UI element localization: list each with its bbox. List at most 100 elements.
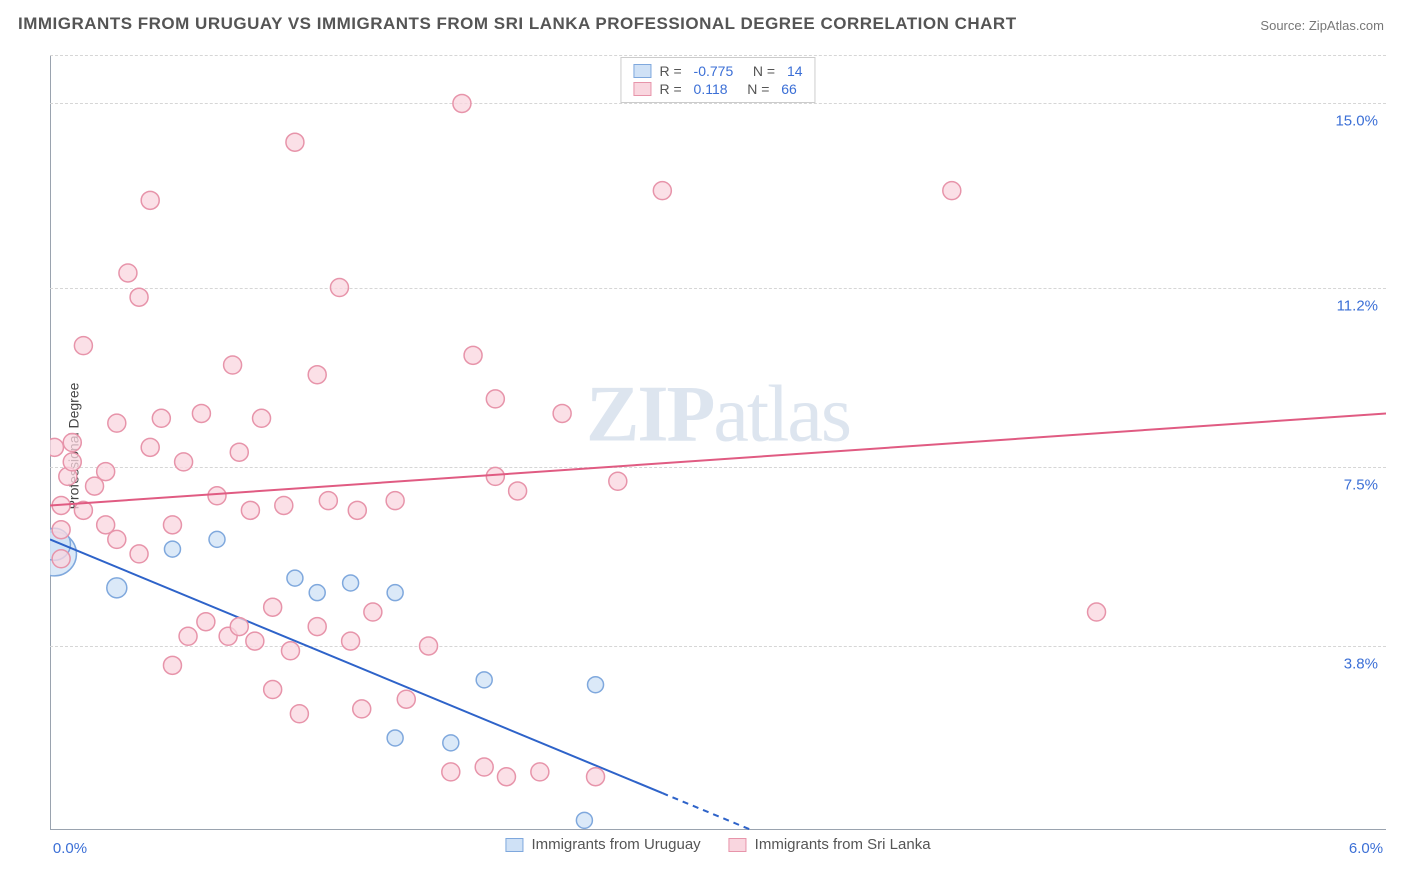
scatter-point-srilanka (108, 530, 126, 548)
scatter-point-srilanka (141, 191, 159, 209)
scatter-point-srilanka (163, 516, 181, 534)
trend-line-dashed-uruguay (662, 793, 751, 830)
legend-series-item: Immigrants from Sri Lanka (729, 836, 931, 853)
scatter-point-srilanka (52, 550, 70, 568)
scatter-point-srilanka (175, 453, 193, 471)
scatter-point-srilanka (253, 409, 271, 427)
scatter-point-uruguay (576, 812, 592, 828)
source-label: Source: (1260, 18, 1305, 33)
legend-r-label: R = (659, 63, 685, 79)
legend-n-label: N = (741, 63, 779, 79)
scatter-point-srilanka (179, 627, 197, 645)
scatter-point-uruguay (209, 531, 225, 547)
scatter-point-srilanka (319, 492, 337, 510)
trend-line-srilanka (50, 413, 1386, 505)
chart-title: IMMIGRANTS FROM URUGUAY VS IMMIGRANTS FR… (18, 14, 1017, 34)
source-value: ZipAtlas.com (1309, 18, 1384, 33)
scatter-point-srilanka (130, 545, 148, 563)
legend-r-value: -0.775 (694, 63, 734, 79)
scatter-point-srilanka (943, 182, 961, 200)
scatter-point-srilanka (1088, 603, 1106, 621)
legend-swatch (633, 64, 651, 78)
scatter-point-srilanka (74, 337, 92, 355)
legend-series-label: Immigrants from Sri Lanka (755, 836, 931, 853)
scatter-point-srilanka (119, 264, 137, 282)
scatter-point-srilanka (50, 438, 63, 456)
scatter-point-srilanka (653, 182, 671, 200)
legend-correlation-box: R = -0.775 N = 14R = 0.118 N = 66 (620, 57, 815, 103)
scatter-point-srilanka (230, 618, 248, 636)
legend-series-label: Immigrants from Uruguay (531, 836, 700, 853)
scatter-point-srilanka (497, 768, 515, 786)
scatter-point-srilanka (264, 598, 282, 616)
legend-series: Immigrants from Uruguay Immigrants from S… (497, 834, 938, 855)
scatter-point-srilanka (224, 356, 242, 374)
scatter-point-uruguay (443, 735, 459, 751)
legend-swatch (633, 82, 651, 96)
scatter-point-srilanka (246, 632, 264, 650)
scatter-point-srilanka (531, 763, 549, 781)
scatter-point-srilanka (52, 521, 70, 539)
scatter-point-srilanka (130, 288, 148, 306)
scatter-point-srilanka (348, 501, 366, 519)
scatter-point-srilanka (241, 501, 259, 519)
scatter-point-srilanka (141, 438, 159, 456)
scatter-point-srilanka (286, 133, 304, 151)
scatter-point-srilanka (397, 690, 415, 708)
scatter-point-srilanka (475, 758, 493, 776)
legend-n-value: 66 (781, 81, 797, 97)
scatter-point-srilanka (152, 409, 170, 427)
scatter-point-srilanka (486, 467, 504, 485)
scatter-point-srilanka (63, 434, 81, 452)
scatter-point-srilanka (609, 472, 627, 490)
scatter-point-srilanka (386, 492, 404, 510)
scatter-point-srilanka (97, 463, 115, 481)
scatter-point-uruguay (164, 541, 180, 557)
legend-r-label: R = (659, 81, 685, 97)
scatter-point-srilanka (442, 763, 460, 781)
scatter-point-srilanka (308, 366, 326, 384)
scatter-point-srilanka (464, 346, 482, 364)
scatter-point-srilanka (63, 453, 81, 471)
scatter-point-srilanka (509, 482, 527, 500)
scatter-point-uruguay (387, 585, 403, 601)
scatter-point-uruguay (287, 570, 303, 586)
scatter-point-srilanka (108, 414, 126, 432)
legend-swatch (505, 838, 523, 852)
scatter-point-srilanka (192, 404, 210, 422)
legend-n-label: N = (736, 81, 774, 97)
scatter-point-srilanka (553, 404, 571, 422)
scatter-point-uruguay (343, 575, 359, 591)
scatter-point-srilanka (208, 487, 226, 505)
scatter-point-srilanka (163, 656, 181, 674)
legend-r-value: 0.118 (694, 81, 728, 97)
scatter-point-srilanka (275, 496, 293, 514)
scatter-point-srilanka (420, 637, 438, 655)
scatter-point-srilanka (281, 642, 299, 660)
legend-swatch (729, 838, 747, 852)
scatter-point-uruguay (387, 730, 403, 746)
scatter-point-uruguay (309, 585, 325, 601)
scatter-point-srilanka (486, 390, 504, 408)
scatter-point-srilanka (264, 681, 282, 699)
scatter-point-srilanka (353, 700, 371, 718)
scatter-svg (50, 55, 1386, 855)
scatter-point-srilanka (453, 94, 471, 112)
scatter-point-srilanka (197, 613, 215, 631)
legend-correlation-row: R = 0.118 N = 66 (633, 80, 802, 98)
scatter-point-srilanka (364, 603, 382, 621)
plot-area: ZIPatlas R = -0.775 N = 14R = 0.118 N = … (50, 55, 1386, 855)
scatter-point-srilanka (308, 618, 326, 636)
legend-n-value: 14 (787, 63, 803, 79)
legend-series-item: Immigrants from Uruguay (505, 836, 700, 853)
scatter-point-srilanka (290, 705, 308, 723)
source-credit: Source: ZipAtlas.com (1260, 18, 1384, 33)
scatter-point-uruguay (588, 677, 604, 693)
scatter-point-uruguay (476, 672, 492, 688)
scatter-point-srilanka (587, 768, 605, 786)
scatter-point-uruguay (107, 578, 127, 598)
scatter-point-srilanka (230, 443, 248, 461)
scatter-point-srilanka (330, 279, 348, 297)
scatter-point-srilanka (342, 632, 360, 650)
legend-correlation-row: R = -0.775 N = 14 (633, 62, 802, 80)
